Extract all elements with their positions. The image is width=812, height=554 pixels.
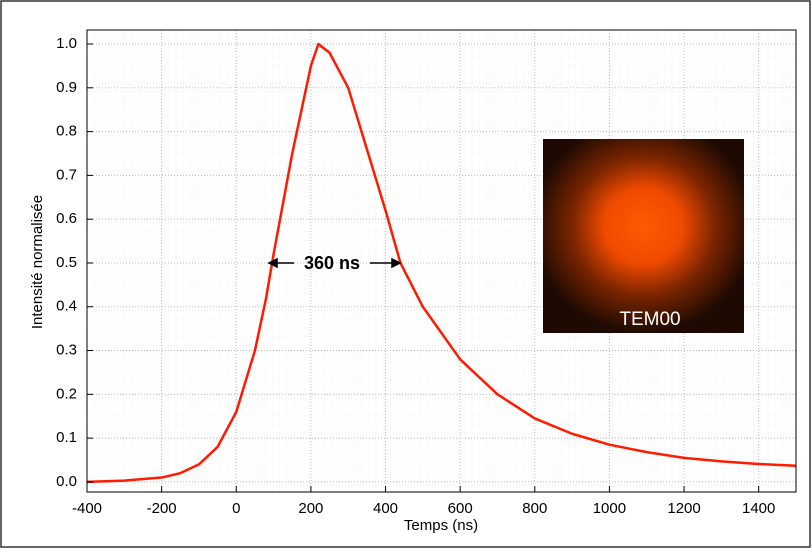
- x-tick-label: -200: [147, 500, 177, 517]
- plot-frame: [86, 29, 797, 493]
- x-tick-label: 1200: [667, 500, 700, 517]
- x-axis-label: Temps (ns): [404, 517, 478, 534]
- y-tick-label: 0.1: [56, 429, 77, 446]
- x-tick-label: 400: [373, 500, 398, 517]
- y-tick-label: 1.0: [56, 35, 77, 52]
- y-tick-label: 0.8: [56, 123, 77, 140]
- y-tick-label: 0.9: [56, 79, 77, 96]
- x-tick-label: 800: [522, 500, 547, 517]
- annotation: 360 ns: [304, 253, 360, 273]
- y-tick-label: 0.6: [56, 210, 77, 227]
- fwhm-arrow: [267, 257, 402, 269]
- x-tick-label: 1000: [593, 500, 626, 517]
- inset-label: TEM00: [619, 309, 680, 330]
- inset-image: [543, 139, 744, 333]
- y-tick-label: 0.5: [56, 254, 77, 271]
- y-tick-label: 0.2: [56, 385, 77, 402]
- x-tick-label: 0: [232, 500, 240, 517]
- y-axis-label: Intensité normalisée: [29, 195, 46, 329]
- y-tick-label: 0.7: [56, 166, 77, 183]
- data-line: [86, 42, 797, 484]
- x-tick-label: 1400: [742, 500, 775, 517]
- y-tick-label: 0.4: [56, 298, 77, 315]
- y-tick-label: 0.0: [56, 473, 77, 490]
- x-tick-label: 200: [298, 500, 323, 517]
- x-tick-label: -400: [72, 500, 102, 517]
- x-tick-label: 600: [448, 500, 473, 517]
- y-tick-label: 0.3: [56, 342, 77, 359]
